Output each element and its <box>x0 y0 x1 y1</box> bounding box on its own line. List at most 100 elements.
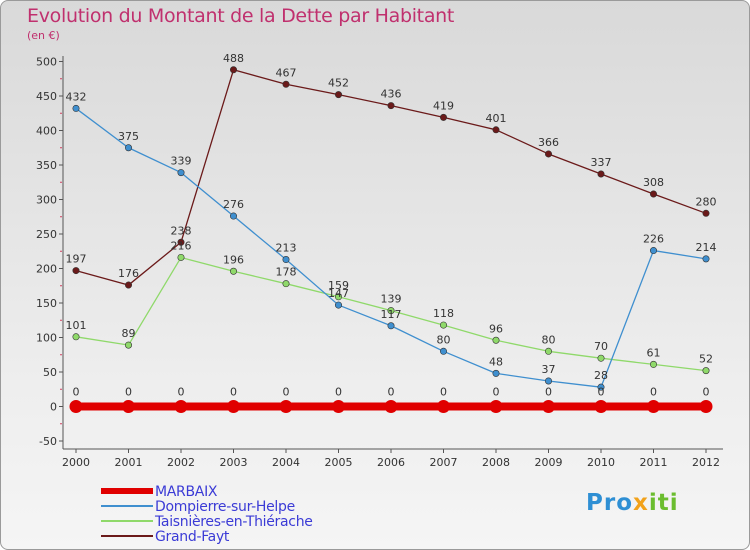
data-point <box>230 267 238 275</box>
data-point <box>649 247 657 255</box>
data-point <box>125 144 133 152</box>
legend-label-dompierre: Dompierre-sur-Helpe <box>155 499 295 515</box>
data-point <box>334 91 342 99</box>
data-label: 375 <box>118 130 139 143</box>
legend-swatch-dompierre <box>101 505 153 507</box>
data-point <box>544 150 552 158</box>
data-point <box>72 104 80 112</box>
data-label: 0 <box>178 386 185 399</box>
data-point <box>72 333 80 341</box>
logo-part-1: Pro <box>586 490 634 516</box>
data-point <box>334 301 342 309</box>
legend-swatch-grand-fayt <box>101 535 153 537</box>
data-label: 280 <box>696 195 717 208</box>
y-tick-label: 0 <box>50 401 57 414</box>
x-tick-label: 2006 <box>377 456 405 469</box>
data-label: 452 <box>328 77 349 90</box>
x-tick-label: 2003 <box>220 456 248 469</box>
data-point <box>492 336 500 344</box>
data-point <box>492 369 500 377</box>
data-label: 0 <box>650 386 657 399</box>
data-point <box>492 126 500 134</box>
data-point <box>122 400 135 413</box>
data-label: 0 <box>703 386 710 399</box>
data-label: 139 <box>381 293 402 306</box>
data-point <box>384 400 398 413</box>
logo-part-3: iti <box>648 490 679 516</box>
data-label: 37 <box>542 363 556 376</box>
data-label: 96 <box>489 322 503 335</box>
data-label: 216 <box>171 239 192 252</box>
data-label: 432 <box>66 90 87 103</box>
y-tick-label: 500 <box>36 56 57 69</box>
data-label: 0 <box>598 386 605 399</box>
data-label: 0 <box>440 386 447 399</box>
data-label: 61 <box>647 346 661 359</box>
data-label: 366 <box>538 136 559 149</box>
y-tick-label: 100 <box>36 332 57 345</box>
data-label: 118 <box>433 307 454 320</box>
data-label: 337 <box>591 156 612 169</box>
data-label: 276 <box>223 198 244 211</box>
data-point <box>177 169 185 177</box>
data-point <box>702 255 710 263</box>
data-label: 70 <box>594 340 608 353</box>
data-point <box>437 400 450 413</box>
data-label: 0 <box>125 386 132 399</box>
data-point <box>227 400 240 413</box>
data-point <box>597 170 605 178</box>
x-tick-label: 2002 <box>167 456 195 469</box>
data-point <box>597 354 605 362</box>
data-point <box>332 400 345 413</box>
data-point <box>279 400 293 413</box>
data-label: 339 <box>171 155 192 168</box>
data-point <box>230 66 238 74</box>
data-label: 178 <box>276 266 297 279</box>
data-label: 176 <box>118 267 139 280</box>
x-tick-label: 2009 <box>535 456 563 469</box>
data-point <box>174 400 188 413</box>
data-point <box>544 377 552 385</box>
data-point <box>177 253 185 261</box>
data-point <box>489 400 503 413</box>
x-tick-label: 2005 <box>325 456 353 469</box>
y-tick-label: 150 <box>36 297 57 310</box>
data-label: 226 <box>643 233 664 246</box>
x-tick-label: 2004 <box>272 456 300 469</box>
y-tick-label: 450 <box>36 90 57 103</box>
data-label: 238 <box>171 224 192 237</box>
data-label: 467 <box>276 66 297 79</box>
y-tick-label: 400 <box>36 125 57 138</box>
data-point <box>699 400 713 413</box>
y-tick-label: 50 <box>43 366 57 379</box>
data-label: 80 <box>437 333 451 346</box>
x-tick-label: 2008 <box>482 456 510 469</box>
data-point <box>649 360 657 368</box>
legend-label-taisnieres: Taisnières-en-Thiérache <box>155 514 313 530</box>
legend-swatch-marbaix <box>101 488 153 494</box>
data-label: 52 <box>699 353 713 366</box>
data-point <box>597 383 605 391</box>
data-point <box>439 113 447 121</box>
data-point <box>702 367 710 375</box>
data-point <box>125 281 133 289</box>
data-point <box>387 102 395 110</box>
data-label: 213 <box>276 242 297 255</box>
data-point <box>439 347 447 355</box>
y-tick-label: -50 <box>39 435 57 448</box>
data-label: 197 <box>66 253 87 266</box>
x-tick-label: 2001 <box>115 456 143 469</box>
data-label: 308 <box>643 176 664 189</box>
data-label: 196 <box>223 253 244 266</box>
data-label: 214 <box>696 241 717 254</box>
data-point <box>387 322 395 330</box>
data-point <box>282 80 290 88</box>
data-point <box>387 307 395 315</box>
data-point <box>125 341 133 349</box>
data-label: 488 <box>223 52 244 65</box>
data-point <box>72 267 80 275</box>
y-tick-label: 250 <box>36 228 57 241</box>
data-point <box>177 238 185 246</box>
x-tick-label: 2011 <box>640 456 668 469</box>
